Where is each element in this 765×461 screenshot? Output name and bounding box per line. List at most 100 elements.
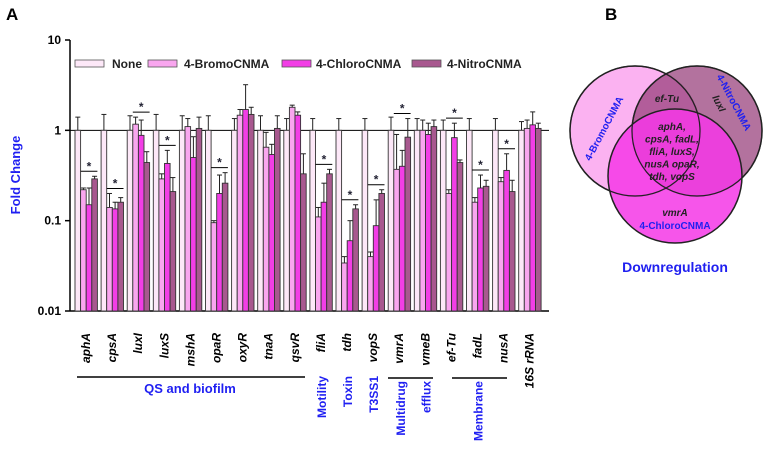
y-axis-label: Fold Change [8, 136, 23, 215]
bar-qsvR-4-ChloroCNMA [294, 114, 302, 312]
bar-opaR-4-NitroCNMA [221, 182, 229, 312]
bar-vmrA-None [387, 129, 395, 312]
venn-circle-nitro-outline [631, 65, 763, 197]
significance-star: * [478, 158, 483, 172]
x-tick-label: 16S rRNA [523, 333, 537, 388]
group-label: Multidrug [394, 381, 408, 436]
bar-fliA-None [309, 129, 316, 312]
bar-nusA-None [492, 129, 499, 312]
bar-luxS-4-NitroCNMA [169, 191, 177, 312]
bar-tnaA-4-NitroCNMA [274, 127, 281, 312]
bar-aphA-4-BromoCNMA [80, 189, 87, 312]
venn-bromo-nitro-genes: ef-Tu [655, 94, 679, 105]
x-tick-label: vopS [366, 333, 380, 362]
bar-oxyR-4-ChloroCNMA [242, 109, 249, 312]
group-label: T3SS1 [367, 376, 381, 413]
bar-fadL-4-BromoCNMA [471, 201, 479, 312]
bar-qsvR-None [283, 129, 290, 312]
x-tick-label: vmrA [392, 333, 406, 364]
bar-cpsA-4-NitroCNMA [117, 201, 124, 312]
bar-vmrA-4-BromoCNMA [393, 168, 400, 312]
bar-qsvR-4-BromoCNMA [288, 106, 296, 312]
x-tick-label: oxyR [236, 333, 250, 363]
x-tick-label: tdh [340, 333, 354, 352]
significance-star: * [165, 133, 170, 147]
significance-star: * [217, 156, 222, 170]
panel-label-a: A [6, 5, 18, 24]
bar-vmeB-None [413, 129, 421, 312]
venn-chloro-genes: vmrA [662, 208, 688, 219]
bar-16S-rRNA-4-BromoCNMA [523, 127, 531, 312]
bar-cpsA-4-ChloroCNMA [111, 208, 119, 312]
x-tick-label: fadL [471, 333, 485, 358]
bar-oxyR-None [231, 129, 238, 312]
venn-circle-bromo-outline [569, 65, 701, 197]
legend-label: None [112, 57, 142, 71]
bar-tnaA-None [257, 129, 264, 312]
x-tick-label: luxS [157, 333, 171, 358]
bar-fliA-4-BromoCNMA [315, 216, 322, 312]
significance-star: * [504, 137, 509, 151]
y-tick-label: 0.1 [44, 214, 61, 228]
bar-tdh-4-BromoCNMA [341, 262, 348, 312]
significance-star: * [374, 173, 379, 187]
bar-luxI-None [126, 129, 134, 312]
bar-16S-rRNA-4-ChloroCNMA [529, 124, 536, 312]
venn-center-gene-line: nusA opaR, [644, 160, 699, 171]
bar-vopS-4-NitroCNMA [378, 193, 385, 312]
significance-star: * [452, 106, 457, 120]
x-tick-label: opaR [210, 333, 224, 363]
x-tick-label: ef-Tu [444, 332, 458, 362]
x-tick-label: luxI [131, 332, 145, 353]
bar-cpsA-None [100, 129, 108, 312]
venn-title: Downregulation [622, 259, 728, 275]
venn-label-chloro: 4-ChloroCNMA [639, 221, 710, 232]
group-label: Motility [315, 376, 329, 418]
bar-fliA-4-NitroCNMA [326, 173, 333, 312]
significance-star: * [87, 159, 92, 173]
bar-luxS-4-BromoCNMA [158, 178, 165, 312]
legend: None 4-BromoCNMA 4-ChloroCNMA 4-NitroCNMA [74, 57, 522, 71]
bar-mshA-4-ChloroCNMA [190, 157, 197, 312]
bar-cpsA-4-BromoCNMA [106, 207, 113, 312]
bar-aphA-4-ChloroCNMA [85, 204, 93, 312]
bar-vmrA-4-NitroCNMA [404, 136, 412, 312]
bar-luxI-4-ChloroCNMA [137, 134, 145, 312]
legend-swatch [411, 59, 442, 68]
bar-16S-rRNA-None [518, 129, 525, 312]
bar-mshA-4-NitroCNMA [195, 127, 203, 312]
bar-opaR-4-ChloroCNMA [216, 193, 223, 312]
bar-ef-Tu-4-ChloroCNMA [451, 137, 458, 312]
group-label: efflux [419, 381, 433, 413]
bar-16S-rRNA-4-NitroCNMA [535, 127, 542, 312]
bar-mshA-4-BromoCNMA [184, 126, 192, 312]
bar-fadL-None [466, 129, 473, 312]
venn-center-gene-line: tdh, vopS [649, 172, 695, 183]
bar-mshA-None [178, 129, 186, 312]
venn-center-gene-line: aphA, [658, 122, 686, 133]
legend-swatch [147, 59, 178, 68]
bar-vopS-None [361, 129, 369, 312]
bar-tnaA-4-ChloroCNMA [268, 154, 275, 312]
bar-chart: 10 1 0.1 0.01 aphA * cpsA * luxI * luxS * mshA opaR * o… [38, 33, 549, 441]
bar-luxS-4-ChloroCNMA [164, 162, 171, 312]
bar-tnaA-4-BromoCNMA [262, 146, 270, 312]
significance-star: * [139, 100, 144, 114]
legend-swatch [281, 59, 312, 68]
bar-tdh-None [335, 129, 343, 312]
group-label: QS and biofilm [144, 381, 236, 396]
y-tick-label: 10 [48, 33, 62, 47]
bar-vopS-4-ChloroCNMA [372, 225, 380, 312]
significance-star: * [348, 188, 353, 202]
group-label: Toxin [341, 376, 355, 407]
bar-luxI-4-NitroCNMA [143, 162, 151, 312]
bar-nusA-4-NitroCNMA [508, 191, 516, 312]
legend-label: 4-BromoCNMA [184, 57, 270, 71]
x-tick-label: fliA [314, 333, 328, 352]
group-label: Membrane [472, 381, 486, 441]
bar-ef-Tu-None [439, 129, 447, 312]
legend-label: 4-NitroCNMA [447, 57, 522, 71]
y-tick-label: 0.01 [38, 304, 62, 318]
bar-qsvR-4-NitroCNMA [300, 173, 307, 312]
